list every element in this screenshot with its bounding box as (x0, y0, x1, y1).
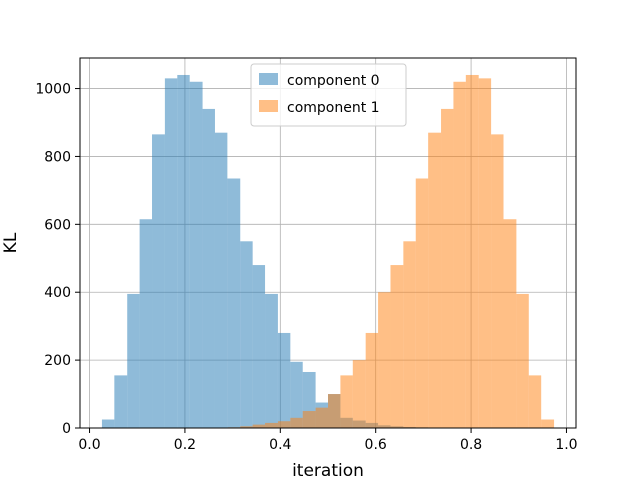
histogram-bar (453, 81, 466, 428)
histogram-bar (139, 219, 153, 428)
x-tick-label: 0.0 (78, 437, 100, 453)
histogram-bar (403, 241, 416, 428)
y-tick-label: 400 (44, 285, 71, 301)
histogram-bar (365, 332, 379, 428)
histogram-bar (277, 332, 291, 428)
histogram-bar (302, 411, 316, 428)
x-axis-ticks: 0.0 0.2 0.4 0.6 0.8 1.0 (78, 428, 578, 453)
histogram-bar (101, 419, 115, 428)
histogram-bar (478, 78, 492, 428)
histogram-bar (441, 108, 454, 429)
histogram-bar (465, 74, 479, 429)
y-tick-label: 1000 (35, 82, 71, 98)
histogram-bar (491, 134, 504, 428)
histogram-bar (528, 375, 542, 428)
histogram-bar (252, 424, 266, 428)
histogram-bar (315, 407, 328, 428)
histogram-bar (352, 360, 366, 428)
histogram-bar (503, 219, 517, 428)
series-1-bars (227, 74, 555, 429)
histogram-bars (101, 74, 555, 429)
histogram-bar (127, 293, 140, 428)
x-axis-label: iteration (292, 461, 364, 480)
histogram-bar (114, 375, 128, 428)
histogram-bar (265, 422, 278, 428)
y-axis-ticks: 0 200 400 600 800 1000 (35, 82, 80, 437)
legend-label-component-0: component 0 (287, 73, 380, 89)
histogram-bar (214, 132, 228, 428)
histogram-bar (340, 375, 353, 428)
histogram-bar (265, 293, 278, 428)
plot-frame (79, 57, 577, 429)
y-axis-label: KL (1, 232, 21, 253)
histogram-bar (428, 132, 442, 428)
x-tick-label: 1.0 (555, 437, 577, 453)
x-tick-label: 0.6 (365, 437, 387, 453)
histogram-bar (240, 426, 253, 428)
x-tick-label: 0.8 (460, 437, 482, 453)
histogram-bar (240, 241, 253, 428)
histogram-bar (328, 394, 341, 428)
histogram-bar (390, 265, 404, 428)
histogram-bar (252, 265, 266, 428)
histogram-bar (541, 419, 555, 428)
legend-box (250, 63, 407, 127)
y-tick-label: 200 (44, 353, 71, 369)
histogram-bar (152, 134, 165, 428)
histogram-bar (378, 292, 391, 428)
y-tick-label: 600 (44, 217, 71, 233)
histogram-bar (227, 178, 241, 428)
histogram-bar (516, 293, 529, 428)
y-tick-label: 0 (62, 421, 71, 437)
histogram-bar (290, 417, 303, 428)
histogram-bar (277, 421, 291, 428)
x-tick-label: 0.4 (269, 437, 291, 453)
y-tick-label: 800 (44, 149, 71, 165)
histogram-bar (202, 108, 215, 429)
x-tick-label: 0.2 (174, 437, 196, 453)
legend-label-component-1: component 1 (287, 100, 380, 116)
histogram-bar (177, 74, 190, 429)
series-0-bars (101, 74, 429, 429)
histogram-bar (290, 361, 303, 428)
histogram-bar (189, 81, 203, 428)
legend: component 0 component 1 (250, 63, 407, 127)
histogram-bar (164, 78, 178, 428)
legend-swatch-component-0 (259, 73, 278, 85)
legend-swatch-component-1 (259, 100, 278, 112)
histogram-bar (415, 178, 429, 428)
